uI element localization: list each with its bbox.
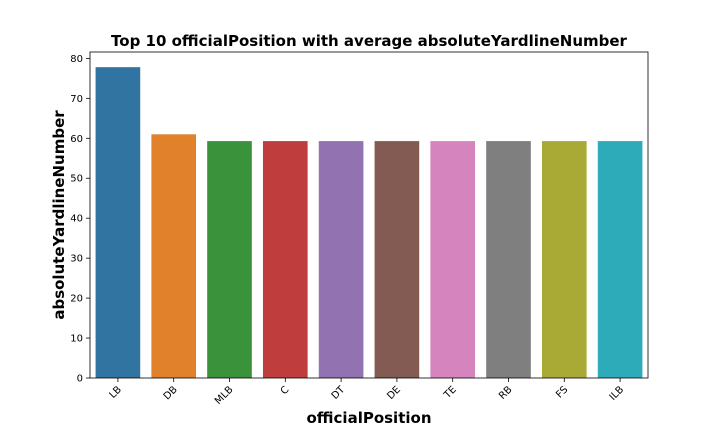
y-axis-label: absoluteYardlineNumber [50, 110, 68, 320]
bar-rb [486, 141, 531, 378]
bar-de [374, 141, 420, 378]
y-tick-label: 30 [70, 254, 83, 265]
bar-c [262, 141, 308, 378]
x-tick-label: MLB [213, 384, 236, 407]
x-axis-label: officialPosition [307, 409, 432, 427]
bar-mlb [207, 141, 252, 378]
bar-dt [318, 141, 364, 378]
x-tick-label: DE [385, 384, 403, 402]
x-tick-label: RB [497, 384, 515, 402]
y-tick-label: 60 [70, 134, 83, 145]
bar-lb [95, 67, 141, 379]
axes-layer [89, 51, 649, 379]
x-tick-label: FS [554, 384, 570, 400]
bar-ilb [597, 141, 643, 378]
x-tick-label: TE [442, 384, 459, 401]
bars-layer [95, 67, 643, 379]
x-tick-label: C [279, 384, 292, 397]
bar-db [151, 134, 197, 378]
plot-frame [89, 51, 649, 379]
y-tick-label: 10 [70, 334, 83, 345]
x-tick-label: DB [162, 384, 180, 402]
y-tick-label: 40 [70, 214, 83, 225]
y-tick-label: 20 [70, 294, 83, 305]
y-tick-label: 80 [70, 54, 83, 65]
y-ticks: 0 10 20 30 40 50 60 70 80 [70, 54, 90, 385]
y-tick-label: 70 [70, 94, 83, 105]
bar-te [430, 141, 476, 378]
x-tick-label: DT [330, 384, 348, 402]
x-tick-label: ILB [608, 384, 627, 403]
y-tick-label: 50 [70, 174, 83, 185]
y-tick-label: 0 [77, 374, 83, 385]
chart-title: Top 10 officialPosition with average abs… [111, 32, 628, 50]
bar-fs [541, 141, 587, 378]
x-ticks: LB DB MLB C DT DE TE RB FS ILB [107, 378, 626, 407]
x-tick-label: LB [107, 384, 124, 401]
